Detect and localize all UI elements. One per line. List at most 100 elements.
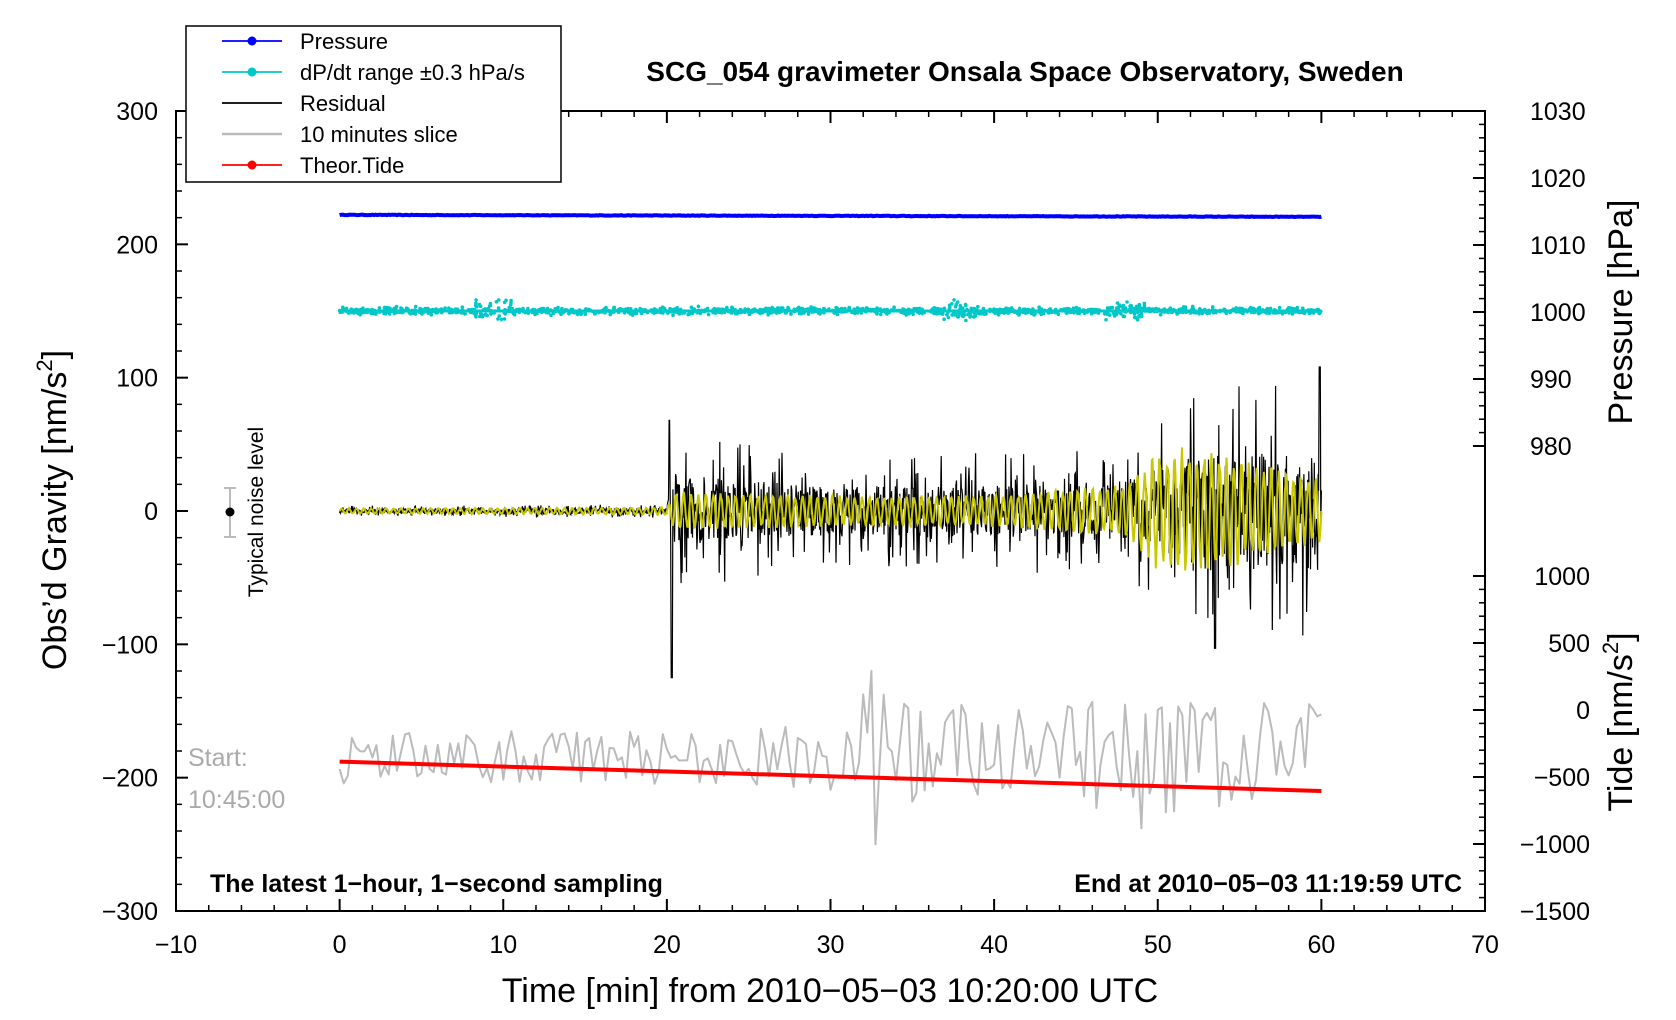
dpdt-point — [973, 314, 977, 319]
y-tide-tick-label: −1000 — [1520, 831, 1590, 859]
y-left-tick-label: −200 — [102, 765, 158, 793]
y-left-tick-label: 300 — [116, 98, 158, 126]
x-tick-label: 30 — [817, 931, 845, 959]
legend-label: Residual — [300, 91, 386, 116]
dpdt-point — [950, 302, 954, 306]
dpdt-point — [976, 304, 980, 309]
dpdt-point — [1009, 306, 1014, 310]
noise-level-indicator — [224, 487, 236, 538]
dpdt-point — [1190, 304, 1195, 309]
dpdt-point — [968, 313, 972, 318]
dpdt-point — [1115, 301, 1120, 305]
x-tick-label: −10 — [155, 931, 197, 959]
y-pressure-tick-label: 990 — [1530, 366, 1572, 394]
dpdt-point — [687, 312, 692, 316]
y-axis-left: 300 200 100 0 −100 −200 −300 — [102, 98, 188, 926]
x-tick-label: 60 — [1307, 931, 1335, 959]
dpdt-point — [878, 312, 883, 317]
legend-marker — [247, 36, 257, 46]
y-left-tick-label: −300 — [102, 898, 158, 926]
dpdt-point — [383, 311, 388, 316]
dpdt-point — [575, 312, 580, 317]
dpdt-point — [478, 304, 483, 309]
y-tide-tick-label: −1500 — [1520, 898, 1590, 926]
dpdt-point — [767, 306, 771, 311]
dpdt-point — [952, 298, 956, 302]
dpdt-point — [1071, 306, 1076, 311]
y-left-tick-label: 200 — [116, 231, 158, 259]
dpdt-point — [526, 306, 530, 311]
dpdt-point — [1074, 305, 1079, 310]
dpdt-point — [1277, 305, 1282, 310]
legend-label: dP/dt range ±0.3 hPa/s — [300, 60, 525, 85]
dpdt-point — [1121, 303, 1126, 308]
dpdt-point — [567, 311, 571, 316]
dpdt-point — [964, 303, 968, 308]
dpdt-point — [789, 312, 793, 316]
y-axis-tide: 1000 500 0 −500 −1000 −1500 — [1473, 563, 1590, 926]
dpdt-point — [961, 306, 965, 311]
dpdt-point — [675, 306, 679, 310]
dpdt-point — [489, 312, 493, 316]
y-pressure-tick-label: 980 — [1530, 433, 1572, 461]
start-label: Start: — [188, 744, 248, 772]
dpdt-point — [764, 306, 768, 311]
dpdt-point — [960, 314, 965, 318]
dpdt-point — [404, 306, 409, 311]
x-tick-label: 20 — [653, 931, 681, 959]
dpdt-point — [689, 305, 694, 310]
dpdt-point — [385, 305, 389, 310]
dpdt-point — [875, 312, 879, 316]
dpdt-point — [485, 313, 490, 318]
pressure-line — [339, 212, 1322, 220]
dpdt-point — [1123, 306, 1128, 310]
dpdt-point — [1102, 312, 1107, 316]
dpdt-point — [1137, 305, 1142, 309]
dpdt-point — [1105, 306, 1110, 310]
dpdt-point — [361, 306, 365, 311]
dpdt-point — [1290, 312, 1295, 316]
y-left-tick-label: −100 — [102, 631, 158, 659]
legend-label: Theor.Tide — [300, 153, 404, 178]
dpdt-point — [781, 306, 785, 310]
y-pressure-tick-label: 1020 — [1530, 165, 1586, 193]
y-tide-tick-label: 500 — [1548, 630, 1590, 658]
y-axis-pressure: 1030 1020 1010 1000 990 980 — [1473, 98, 1586, 461]
dpdt-point — [377, 306, 382, 310]
dpdt-point — [945, 313, 949, 317]
dpdt-point — [478, 314, 482, 319]
dpdt-point — [892, 305, 896, 310]
legend-marker — [247, 160, 257, 170]
dpdt-point — [1301, 306, 1305, 311]
dpdt-point — [662, 306, 667, 311]
dpdt-point — [1175, 312, 1179, 316]
dpdt-point — [776, 306, 780, 310]
dpdt-point — [382, 305, 387, 310]
dpdt-point — [809, 305, 813, 309]
dpdt-point — [496, 298, 501, 302]
dpdt-point — [984, 312, 988, 316]
dpdt-point — [1142, 301, 1147, 306]
dpdt-point — [1257, 311, 1261, 316]
dpdt-point — [797, 311, 802, 316]
x-tick-label: 50 — [1144, 931, 1172, 959]
dpdt-point — [1138, 313, 1143, 317]
dpdt-point — [932, 306, 936, 310]
dpdt-point — [942, 306, 947, 311]
end-time-note: End at 2010−05−03 11:19:59 UTC — [1074, 870, 1462, 898]
dpdt-point — [460, 305, 465, 310]
dpdt-point — [979, 312, 983, 316]
y-axis-tide-title: Tide [nm/s2] — [1598, 632, 1640, 811]
dpdt-point — [795, 306, 800, 311]
sampling-note: The latest 1−hour, 1−second sampling — [210, 870, 663, 898]
dpdt-point — [835, 312, 840, 317]
dpdt-point — [964, 318, 968, 323]
dpdt-point — [955, 300, 960, 304]
dpdt-point — [1117, 304, 1121, 309]
dpdt-point — [504, 298, 508, 303]
dpdt-point — [1033, 311, 1037, 316]
x-tick-label: 70 — [1471, 931, 1499, 959]
x-tick-label: 10 — [489, 931, 517, 959]
dpdt-point — [950, 313, 954, 317]
dpdt-point — [1210, 305, 1215, 309]
